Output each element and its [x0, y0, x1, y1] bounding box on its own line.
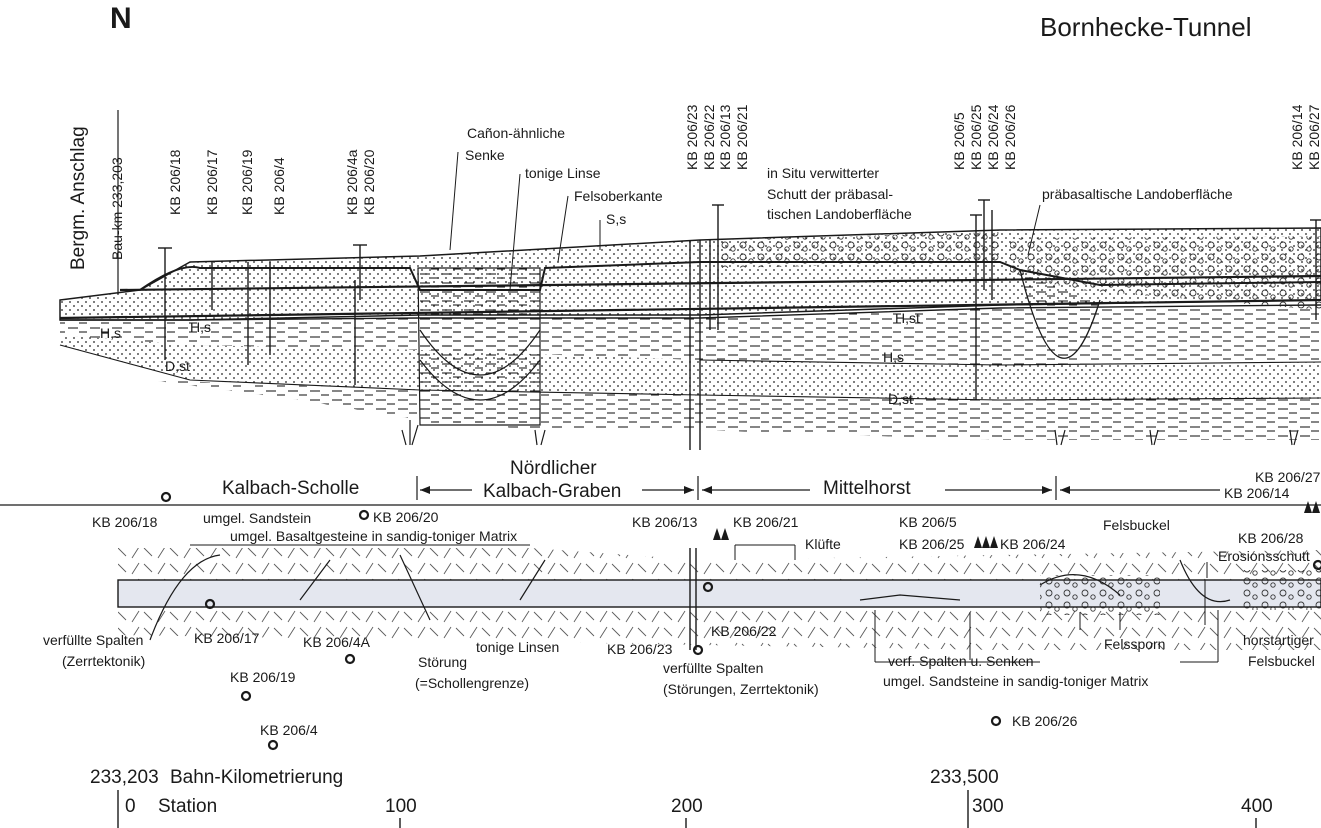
bh-label: KB 206/26	[1002, 104, 1018, 170]
scale-bar: 233,203 Bahn-Kilometrierung 233,500 0 St…	[90, 767, 1273, 828]
plan-bh-label: KB 206/17	[194, 630, 260, 646]
layer-tag-hst: H,st	[895, 310, 920, 326]
bh-label: KB 206/4	[271, 157, 287, 215]
station-label: Station	[158, 796, 217, 817]
note-stoerung-1: Störung	[418, 654, 467, 670]
insitu-label-2: Schutt der präbasal-	[767, 186, 893, 202]
note-felsbuckel: Felsbuckel	[1103, 517, 1170, 533]
km-mid-label: 233,500	[930, 767, 999, 788]
bh-label: KB 206/17	[204, 149, 220, 215]
plan-bh-label: KB 206/18	[92, 514, 158, 530]
layer-tags: H,s H,s D,st H,st H,s D,st	[100, 310, 920, 407]
canon-label-2: Senke	[465, 147, 505, 163]
zone-graben-label-1: Nördlicher	[510, 458, 597, 479]
zone-kalbach-label: Kalbach-Scholle	[222, 478, 359, 499]
plan-bh-label: KB 206/25	[899, 536, 965, 552]
bh-label: KB 206/14	[1289, 104, 1305, 170]
plan-bh-label: KB 206/4A	[303, 634, 371, 650]
note-spalten-2b: (Störungen, Zerrtektonik)	[663, 681, 819, 697]
note-spalten-1b: (Zerrtektonik)	[62, 653, 145, 669]
note-verf-1: verf. Spalten u. Senken	[888, 653, 1034, 669]
note-horst-2: Felsbuckel	[1248, 653, 1315, 669]
bh-label: KB 206/24	[985, 104, 1001, 170]
bh-label: KB 206/18	[167, 149, 183, 215]
zone-graben-label-2: Kalbach-Graben	[483, 481, 621, 502]
note-stoerung-2: (=Schollengrenze)	[415, 675, 529, 691]
graben-fill-1	[417, 267, 541, 426]
diagram-title: Bornhecke-Tunnel	[1040, 12, 1252, 42]
zone-bar: Kalbach-Scholle Nördlicher Kalbach-Grabe…	[0, 458, 1321, 506]
plan-bh-label: KB 206/13	[632, 514, 698, 530]
cross-section	[59, 110, 1321, 450]
plan-bh-label: KB 206/26	[1012, 713, 1078, 729]
bh-label: KB 206/27	[1306, 104, 1321, 170]
bh-label: KB 206/13	[717, 104, 733, 170]
layer-tag-dst: D,st	[165, 358, 190, 374]
layer-tag-dst: D,st	[888, 391, 913, 407]
tonige-linse-label: tonige Linse	[525, 165, 601, 181]
north-arrow-label: N	[110, 2, 132, 35]
note-felssporn: Felssporn	[1104, 636, 1165, 652]
note-spalten-1a: verfüllte Spalten	[43, 632, 143, 648]
plan-bh-label: KB 206/14	[1224, 485, 1290, 501]
tick-label: 200	[671, 796, 703, 817]
plan-bh-label: KB 206/21	[733, 514, 799, 530]
plan-bh-label: KB 206/20	[373, 509, 439, 525]
plan-bh-label: KB 206/4	[260, 722, 318, 738]
note-verf-2: umgel. Sandsteine in sandig-toniger Matr…	[883, 673, 1148, 689]
layer-tag-hs: H,s	[190, 319, 211, 335]
plan-bh-label: KB 206/5	[899, 514, 957, 530]
bh-label: KB 206/21	[734, 104, 750, 170]
canon-label-1: Cañon-ähnliche	[467, 125, 565, 141]
bh-label: KB 206/25	[968, 104, 984, 170]
note-horst-1: horstartiger	[1243, 632, 1314, 648]
note-erosion: Erosionsschutt	[1218, 548, 1310, 564]
bahn-label: Bahn-Kilometrierung	[170, 767, 343, 788]
km-left-label: 233,203	[90, 767, 159, 788]
bh-label: KB 206/22	[701, 104, 717, 170]
anschlag-label: Bergm. Anschlag	[68, 126, 89, 270]
bh-label: KB 206/23	[684, 104, 700, 170]
bh-label: KB 206/5	[951, 112, 967, 170]
bh-label: KB 206/20	[361, 149, 377, 215]
note-tonige-linsen: tonige Linsen	[476, 639, 559, 655]
note-spalten-2a: verfüllte Spalten	[663, 660, 763, 676]
note-basalt: umgel. Basaltgesteine in sandig-toniger …	[230, 528, 517, 544]
plan-bh-label: KB 206/23	[607, 641, 673, 657]
borehole-labels: KB 206/18 KB 206/17 KB 206/19 KB 206/4 K…	[167, 104, 1321, 215]
pebble-zone-1	[720, 232, 1000, 268]
note-kluefte: Klüfte	[805, 536, 841, 552]
layer-tag-hs: H,s	[100, 325, 121, 341]
plan-view	[117, 491, 1321, 751]
insitu-label-1: in Situ verwitterter	[767, 165, 879, 181]
layer-tag-hs: H,s	[883, 349, 904, 365]
note-sandstein: umgel. Sandstein	[203, 510, 311, 526]
tick-label: 400	[1241, 796, 1273, 817]
plan-labels: KB 206/18 KB 206/20 KB 206/13 KB 206/21 …	[43, 469, 1321, 738]
pebble-zone-2	[1010, 236, 1321, 310]
borehole-sticks	[158, 199, 1321, 450]
insitu-label-3: tischen Landoberfläche	[767, 206, 912, 222]
zone-mittelhorst-label: Mittelhorst	[823, 478, 911, 499]
plan-bh-label: KB 206/27	[1255, 469, 1321, 485]
ss-label: S,s	[606, 211, 626, 227]
plan-bh-label: KB 206/22	[711, 623, 777, 639]
borehole-symbols	[160, 491, 1321, 751]
plan-bh-label: KB 206/24	[1000, 536, 1066, 552]
plan-bh-label: KB 206/19	[230, 669, 296, 685]
praebasalt-label: präbasaltische Landoberfläche	[1042, 186, 1233, 202]
felsoberkante-label: Felsoberkante	[574, 188, 663, 204]
tick-label: 0	[125, 796, 136, 817]
plan-bh-label: KB 206/28	[1238, 530, 1304, 546]
section-annotations: Cañon-ähnliche Senke tonige Linse Felsob…	[449, 125, 1233, 291]
baukm-label: Bau-km 233,203	[109, 157, 125, 260]
tick-label: 100	[385, 796, 417, 817]
tunnel-upper-line	[119, 274, 1321, 292]
bh-label: KB 206/19	[239, 149, 255, 215]
graben-fill-2	[1019, 269, 1101, 359]
bh-label: KB 206/4a	[344, 149, 360, 215]
tick-label: 300	[972, 796, 1004, 817]
borehole-arrows	[713, 501, 1320, 548]
